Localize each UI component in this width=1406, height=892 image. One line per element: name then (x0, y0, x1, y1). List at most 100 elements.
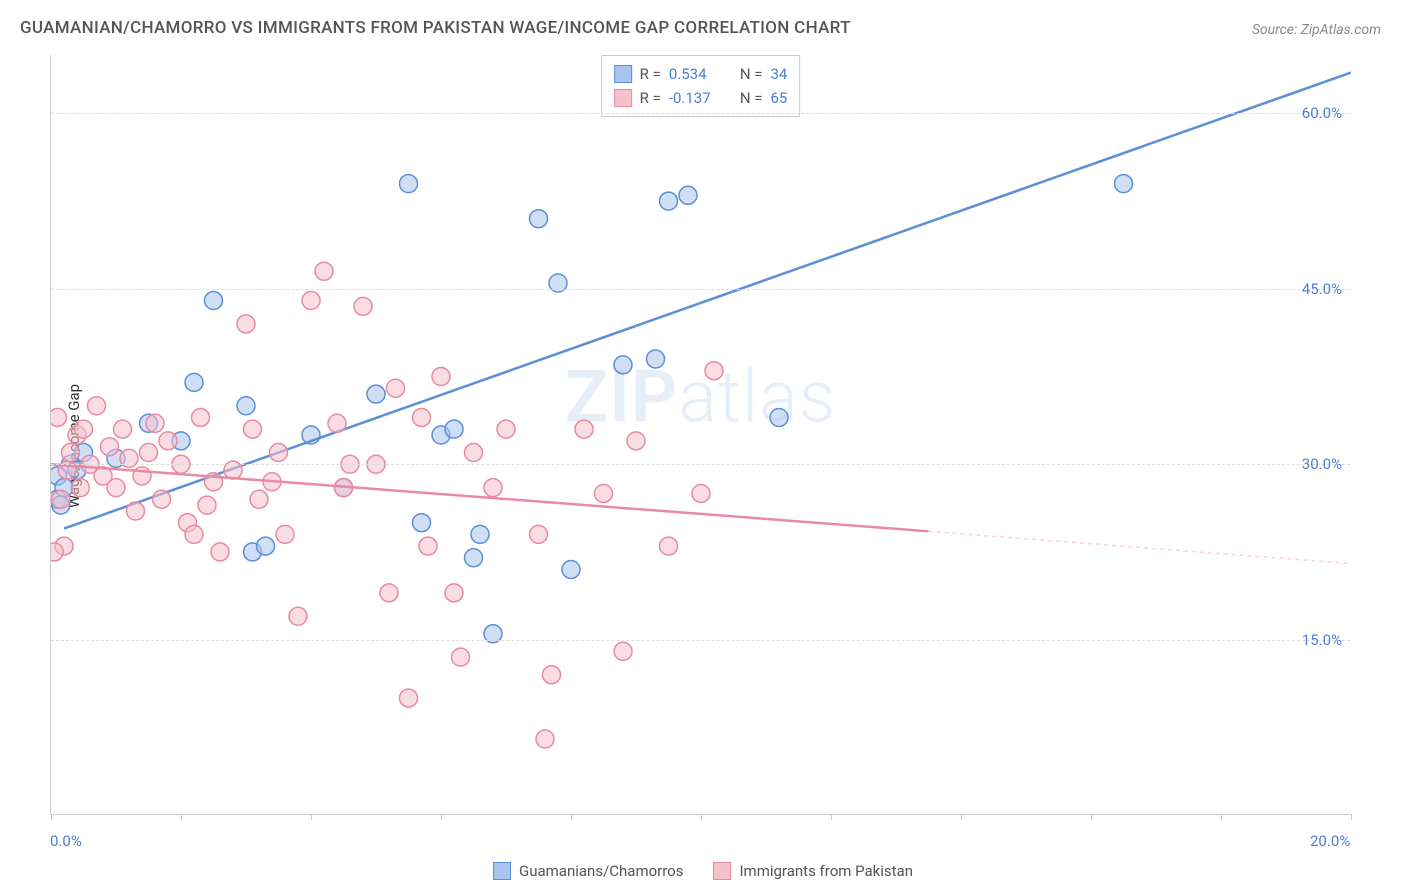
legend-row-series-0: R = 0.534 N = 34 (614, 62, 788, 86)
scatter-point (380, 584, 398, 602)
scatter-point (660, 537, 678, 555)
scatter-point (198, 496, 216, 514)
scatter-point (185, 525, 203, 543)
legend-item-1: Immigrants from Pakistan (713, 862, 913, 880)
series-name-1: Immigrants from Pakistan (739, 862, 913, 880)
scatter-point (484, 479, 502, 497)
n-label: N = (740, 89, 763, 107)
scatter-point (471, 525, 489, 543)
scatter-point (146, 414, 164, 432)
scatter-point (159, 432, 177, 450)
r-label: R = (640, 65, 661, 83)
scatter-point (432, 368, 450, 386)
x-tick (1351, 814, 1352, 820)
scatter-point (354, 297, 372, 315)
scatter-plot-svg (51, 55, 1351, 815)
x-tick (51, 814, 52, 820)
legend-swatch-0 (614, 65, 632, 83)
y-tick-label: 15.0% (1302, 631, 1342, 649)
scatter-point (62, 444, 80, 462)
legend-row-series-1: R = -0.137 N = 65 (614, 86, 788, 110)
x-tick-label: 20.0% (1310, 832, 1350, 850)
scatter-point (88, 397, 106, 415)
regression-line-extrapolated (929, 531, 1352, 563)
x-tick (831, 814, 832, 820)
scatter-point (289, 607, 307, 625)
scatter-point (257, 537, 275, 555)
legend-swatch-bottom-1 (713, 862, 731, 880)
x-tick (1221, 814, 1222, 820)
scatter-point (445, 420, 463, 438)
chart-container: GUAMANIAN/CHAMORRO VS IMMIGRANTS FROM PA… (0, 0, 1406, 892)
scatter-point (770, 408, 788, 426)
scatter-point (205, 292, 223, 310)
scatter-point (413, 514, 431, 532)
x-tick (701, 814, 702, 820)
gridline-h (51, 289, 1350, 290)
r-label: R = (640, 89, 661, 107)
scatter-point (679, 186, 697, 204)
scatter-point (51, 543, 63, 561)
scatter-point (400, 689, 418, 707)
scatter-point (302, 292, 320, 310)
regression-line (64, 73, 1351, 529)
scatter-point (419, 537, 437, 555)
scatter-point (660, 192, 678, 210)
scatter-point (107, 479, 125, 497)
plot-area: ZIPatlas R = 0.534 N = 34 R = -0.137 N =… (50, 55, 1350, 815)
x-tick (181, 814, 182, 820)
x-tick-label: 0.0% (50, 832, 82, 850)
scatter-point (101, 438, 119, 456)
scatter-point (692, 484, 710, 502)
scatter-point (250, 490, 268, 508)
scatter-point (244, 420, 262, 438)
gridline-h (51, 640, 1350, 641)
x-tick (441, 814, 442, 820)
n-label: N = (740, 65, 763, 83)
y-tick-label: 60.0% (1302, 104, 1342, 122)
scatter-point (400, 175, 418, 193)
scatter-point (127, 502, 145, 520)
scatter-point (536, 730, 554, 748)
scatter-point (367, 385, 385, 403)
scatter-point (497, 420, 515, 438)
y-tick-label: 45.0% (1302, 280, 1342, 298)
scatter-point (185, 373, 203, 391)
scatter-point (51, 408, 67, 426)
y-tick-label: 30.0% (1302, 455, 1342, 473)
n-value-1: 65 (770, 89, 787, 107)
scatter-point (445, 584, 463, 602)
chart-title: GUAMANIAN/CHAMORRO VS IMMIGRANTS FROM PA… (20, 18, 851, 38)
scatter-point (647, 350, 665, 368)
x-tick (311, 814, 312, 820)
scatter-point (71, 479, 89, 497)
scatter-point (153, 490, 171, 508)
legend-swatch-bottom-0 (493, 862, 511, 880)
scatter-point (114, 420, 132, 438)
x-tick (571, 814, 572, 820)
scatter-point (211, 543, 229, 561)
scatter-point (1115, 175, 1133, 193)
scatter-point (328, 414, 346, 432)
scatter-point (543, 666, 561, 684)
scatter-point (75, 420, 93, 438)
scatter-point (575, 420, 593, 438)
r-value-1: -0.137 (669, 89, 724, 107)
scatter-point (140, 444, 158, 462)
scatter-point (52, 490, 70, 508)
scatter-point (562, 560, 580, 578)
scatter-point (530, 525, 548, 543)
source-attribution: Source: ZipAtlas.com (1252, 22, 1381, 38)
scatter-point (237, 315, 255, 333)
scatter-point (452, 648, 470, 666)
scatter-point (413, 408, 431, 426)
gridline-h (51, 113, 1350, 114)
scatter-point (237, 397, 255, 415)
scatter-point (276, 525, 294, 543)
x-tick (1091, 814, 1092, 820)
scatter-point (530, 210, 548, 228)
scatter-point (465, 444, 483, 462)
scatter-point (627, 432, 645, 450)
gridline-h (51, 464, 1350, 465)
scatter-point (387, 379, 405, 397)
